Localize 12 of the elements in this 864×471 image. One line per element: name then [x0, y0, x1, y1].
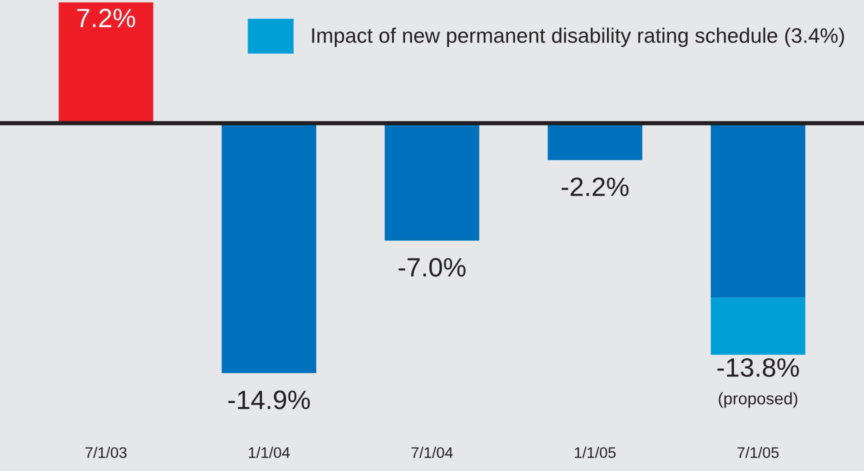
annotation: (proposed) [718, 392, 798, 408]
legend-label: Impact of new permanent disability rating schedule (3.4%) [312, 28, 844, 48]
total-label: -13.8% [717, 358, 799, 377]
x-tick-label: 1/1/04 [248, 446, 290, 458]
x-tick-label: 7/1/05 [738, 446, 779, 458]
data-label: -7.0% [398, 258, 466, 277]
x-tick-label: 7/1/03 [86, 446, 127, 458]
data-label: 7.2% [77, 8, 136, 28]
x-tick-label: 7/1/04 [412, 446, 453, 458]
data-label: -2.2% [562, 177, 629, 196]
data-label: -14.9% [228, 390, 310, 410]
x-tick-label: 1/1/05 [574, 446, 616, 458]
